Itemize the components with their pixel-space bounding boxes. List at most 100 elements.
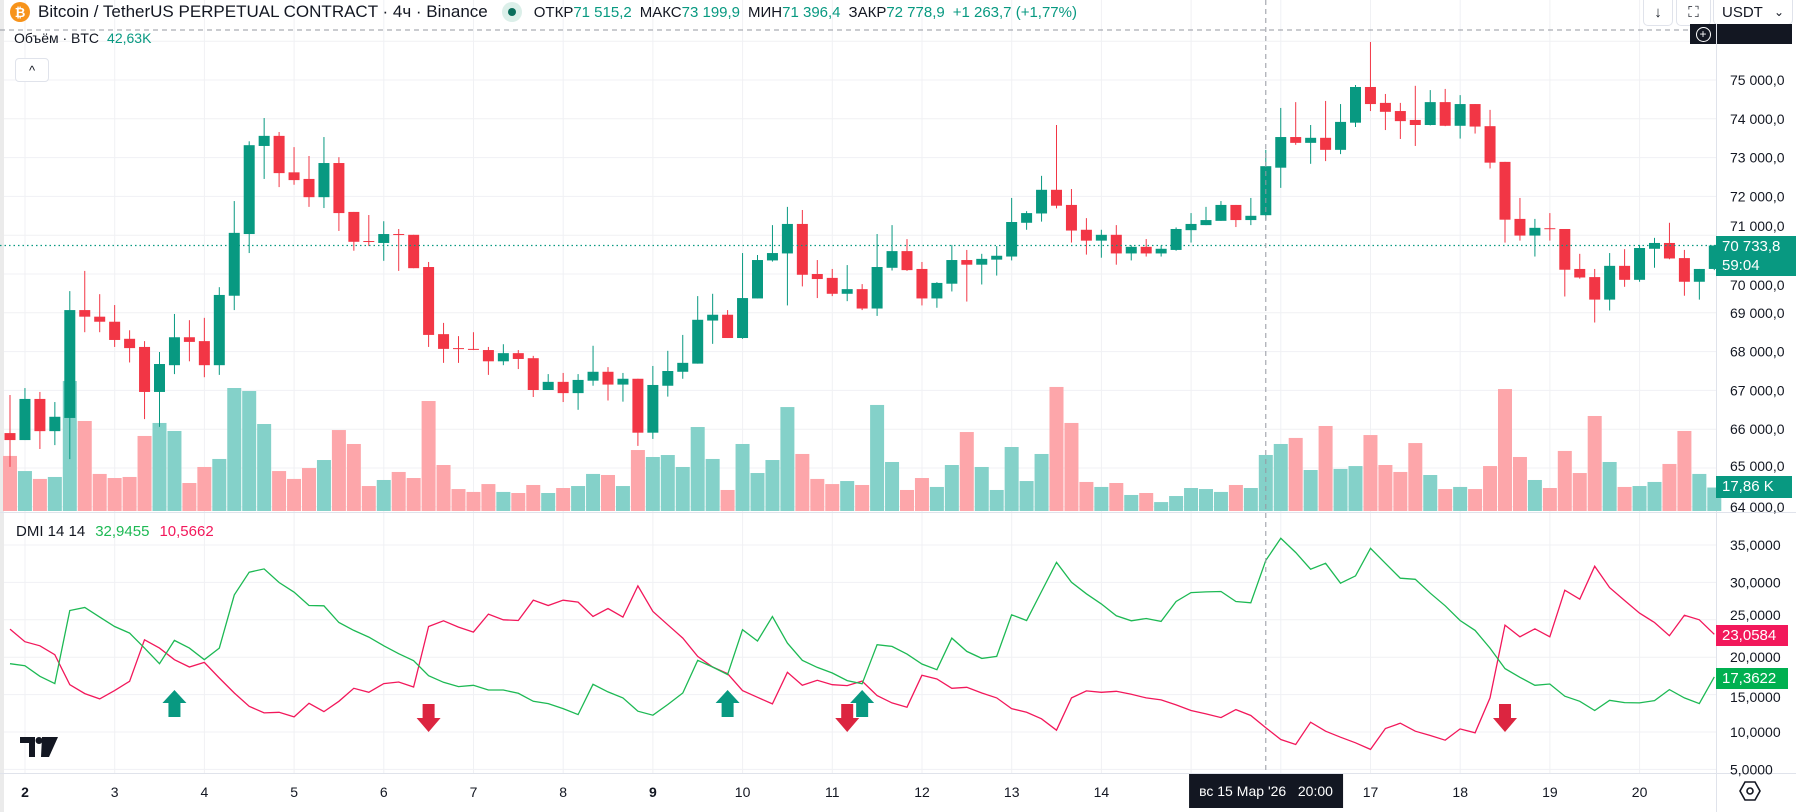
candle-body [1305,137,1317,143]
volume-bar [242,391,257,511]
volume-bar [227,388,242,511]
volume-bar [1064,422,1079,511]
candle-body [258,135,270,146]
candle-body [19,398,31,441]
volume-bar [92,473,107,511]
candle-body [841,289,853,294]
volume-bar [1527,479,1542,511]
candle-body [1663,242,1675,259]
candle-body [826,277,838,294]
candle-body [168,337,180,366]
volume-bar [376,479,391,511]
dmi-axis-label: 35,0000 [1730,537,1781,553]
add-alert-button[interactable]: + [1690,24,1716,44]
dmi-axis-label: 10,0000 [1730,724,1781,740]
settings-icon[interactable] [1738,779,1762,803]
candle-body [766,253,778,261]
bitcoin-icon: ₿ [10,2,30,22]
volume-bar [152,422,167,511]
volume-bar [690,427,705,511]
time-axis-label: 13 [1004,784,1020,800]
dmi-axis-label: 20,0000 [1730,649,1781,665]
market-open-dot-icon[interactable] [501,2,522,22]
volume-bar [1139,492,1154,511]
time-axis-label: 3 [111,784,119,800]
bar-countdown: 59:04 [1722,257,1760,274]
dmi-plus-value: 32,9455 [95,523,150,540]
volume-bar [1692,473,1707,511]
candle-body [1439,102,1451,126]
arrow-down-icon: ↓ [1654,4,1662,21]
di-minus-line [9,564,1715,751]
candle-body [497,353,509,362]
candle-body [1678,258,1690,282]
volume-bar [1243,488,1258,511]
candle-body [1619,265,1631,280]
candle-body [692,319,704,364]
volume-bar [1004,447,1019,511]
volume-bar [331,430,346,511]
candle-body [1036,189,1048,214]
candle-body [1320,137,1332,150]
collapse-legend-button[interactable]: ^ [15,58,49,82]
volume-bar [122,476,137,511]
tradingview-logo-icon[interactable] [20,737,58,757]
volume-bar [1677,430,1692,511]
candle-body [79,310,91,317]
volume-bar [1572,473,1587,511]
volume-bar [1602,461,1617,511]
candle-body [901,251,913,271]
scroll-to-latest-button[interactable]: ↓ [1643,0,1673,26]
price-axis-label: 75 000,0 [1730,72,1785,88]
candle-body [1215,204,1227,221]
time-axis-label: 5 [290,784,298,800]
candle-body [1559,228,1571,270]
volume-bar [586,473,601,511]
candle-body [557,381,569,394]
dmi-axis-label: 15,0000 [1730,689,1781,705]
candle-body [273,135,285,174]
last-price: 70 733,8 [1722,238,1781,255]
volume-legend[interactable]: Объём · BTC 42,63K [14,30,151,46]
candle-body [4,433,16,441]
candle-body [946,260,958,284]
candle-body [453,348,464,350]
currency-select[interactable]: USDT ⌄ [1713,0,1793,25]
volume-bar [1542,488,1557,511]
volume-bar [1393,471,1408,511]
symbol-title[interactable]: Bitcoin / TetherUS PERPETUAL CONTRACT · … [38,2,488,21]
volume-bar [167,430,182,511]
volume-bar [1647,481,1662,511]
volume-bar [421,401,436,511]
volume-bar [630,450,645,511]
price-axis-label: 64 000,0 [1730,499,1785,515]
fullscreen-icon: ⛶ [1688,4,1699,21]
candle-body [542,381,554,391]
time-axis-label: 19 [1542,784,1558,800]
dmi-legend[interactable]: DMI 14 14 32,9455 10,5662 [16,523,214,540]
time-axis-label: 2 [21,784,29,800]
ohlc-close: ЗАКР72 778,9 [848,3,945,21]
candle-body [886,251,898,268]
time-axis-label: 9 [649,784,657,800]
candle-body [213,294,225,366]
candle-body [198,341,210,366]
chevron-down-icon: ⌄ [1773,5,1784,19]
volume-bar [197,466,212,511]
volume-bar [1662,463,1677,511]
volume-bar [1318,425,1333,511]
window-edge [0,0,4,812]
volume-bar [107,478,122,511]
volume-bar [1213,491,1228,511]
ohlc-high: МАКС73 199,9 [639,3,741,21]
volume-bar [929,486,944,511]
candle-body [961,260,973,265]
candle-body [1454,104,1466,126]
candle-body [707,314,719,321]
signal-up-arrow-icon [850,690,875,717]
volume-bar [496,491,511,511]
price-change: +1 263,7 (+1,77%) [952,3,1077,21]
fullscreen-button[interactable]: ⛶ [1676,0,1711,26]
dmi-minus-value: 10,5662 [159,523,214,540]
